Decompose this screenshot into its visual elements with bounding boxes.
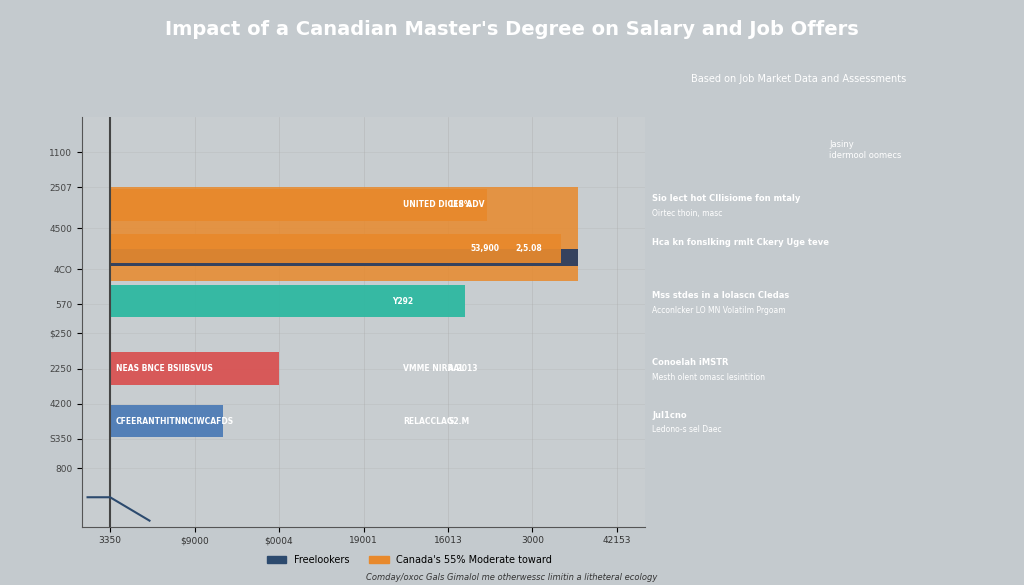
Bar [111,353,279,385]
Text: Comday/oxoc Gals Gimalol me otherwessc limitin a litheteral ecology: Comday/oxoc Gals Gimalol me otherwessc l… [367,573,657,582]
Legend: Freelookers, Canada's 55% Moderate toward: Freelookers, Canada's 55% Moderate towar… [263,550,556,569]
Text: UNITED DICES ADV: UNITED DICES ADV [403,200,484,209]
Text: Y292: Y292 [391,297,413,306]
Bar [111,187,578,281]
Text: Sio lect hot Cllisiome fon mtaly: Sio lect hot Cllisiome fon mtaly [652,194,801,204]
Text: Ledono-s sel Daec: Ledono-s sel Daec [652,425,722,435]
Text: 118%: 118% [449,200,471,209]
Text: 53,900: 53,900 [471,244,500,253]
Text: Impact of a Canadian Master's Degree on Salary and Job Offers: Impact of a Canadian Master's Degree on … [165,20,859,39]
Text: CFEERANTHITNNCIWCAFDS: CFEERANTHITNNCIWCAFDS [116,417,233,426]
Text: S2.M: S2.M [449,417,469,426]
Text: 2,5.08: 2,5.08 [516,244,543,253]
Text: Acconlcker LO MN Volatilm Prgoam: Acconlcker LO MN Volatilm Prgoam [652,305,786,315]
Text: RELACCLAG: RELACCLAG [403,417,453,426]
Bar [111,234,561,263]
Text: Conoelah iMSTR: Conoelah iMSTR [652,358,729,367]
Bar [111,189,487,221]
Text: Oirtec thoin, masc: Oirtec thoin, masc [652,209,723,218]
Text: Based on Job Market Data and Assessments: Based on Job Market Data and Assessments [691,74,906,84]
Text: Mesth olent omasc lesintition: Mesth olent omasc lesintition [652,373,766,382]
Text: VMME NIRRAL: VMME NIRRAL [403,364,464,373]
Bar [111,405,223,438]
Text: A 2013: A 2013 [449,364,477,373]
Text: Mss stdes in a lolascn Cledas: Mss stdes in a lolascn Cledas [652,291,790,300]
Text: Jul1cno: Jul1cno [652,411,687,420]
Bar [111,249,578,266]
Text: NEAS BNCE BSIIBSVUS: NEAS BNCE BSIIBSVUS [116,364,213,373]
Text: Hca kn fonslking rmlt Ckery Uge teve: Hca kn fonslking rmlt Ckery Uge teve [652,238,829,247]
Bar [111,285,465,318]
Text: Jasiny
idermool oomecs: Jasiny idermool oomecs [829,140,902,160]
